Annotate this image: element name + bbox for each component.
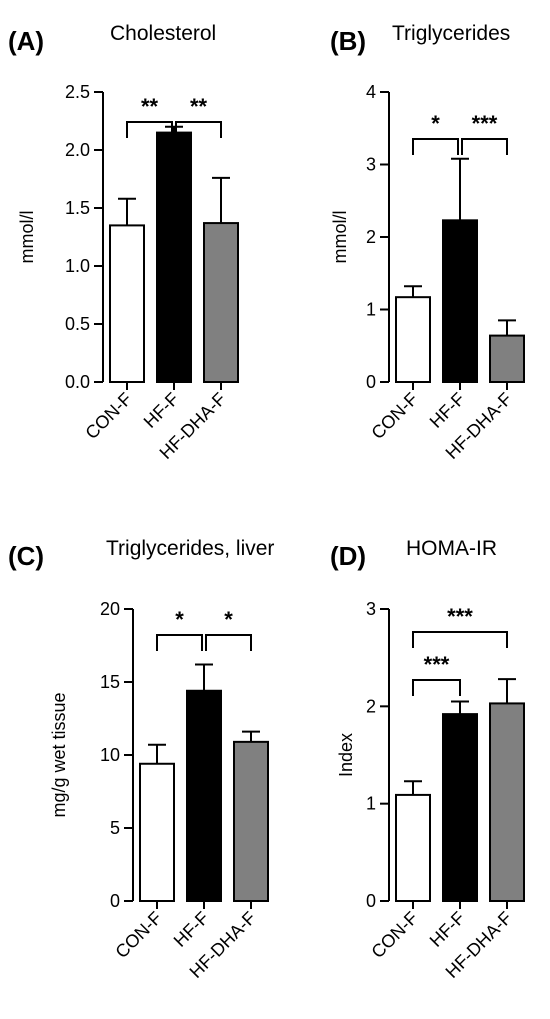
panel-letter: (D)	[330, 541, 366, 571]
y-tick-label: 2	[366, 696, 376, 716]
x-tick-label: CON-F	[367, 908, 421, 962]
y-axis-label: mg/g wet tissue	[49, 692, 69, 817]
x-tick-label: HF-F	[170, 908, 213, 951]
y-tick-label: 0.5	[65, 314, 90, 334]
bar-hf-dha-f	[489, 702, 525, 902]
y-tick-label: 1	[366, 300, 376, 320]
y-tick-label: 10	[100, 745, 120, 765]
chart-title: HOMA-IR	[406, 537, 497, 560]
bar-hf-f	[442, 713, 478, 902]
y-tick-label: 0.0	[65, 372, 90, 392]
chart-panel-1: (A) Cholesterol 0.0 0.5 1.0 1.5 2.0 2.5 mmol/l CO…	[8, 22, 239, 463]
significance-label: **	[190, 94, 208, 119]
significance-label: *	[431, 111, 440, 136]
y-tick-label: 3	[366, 155, 376, 175]
chart-title: Cholesterol	[110, 22, 216, 45]
significance-label: *	[224, 607, 233, 632]
y-tick-label: 2.0	[65, 140, 90, 160]
y-tick-label: 0	[110, 891, 120, 911]
chart-title: Triglycerides, liver	[106, 537, 274, 560]
significance-label: **	[141, 94, 159, 119]
x-tick-label: CON-F	[111, 908, 165, 962]
x-tick-label: HF-F	[426, 389, 469, 432]
significance-label: ***	[447, 604, 473, 629]
panel-letter: (C)	[8, 541, 44, 571]
x-tick-label: CON-F	[367, 389, 421, 443]
y-tick-label: 3	[366, 599, 376, 619]
bar-hf-f	[156, 131, 192, 383]
bar-con-f	[395, 793, 431, 903]
chart-title: Triglycerides	[392, 22, 510, 45]
panel-letter: (B)	[330, 26, 366, 56]
x-tick-label: CON-F	[81, 389, 135, 443]
significance-bracket	[156, 634, 203, 651]
y-tick-label: 15	[100, 672, 120, 692]
significance-label: ***	[472, 111, 498, 136]
y-tick-label: 2	[366, 227, 376, 247]
y-axis-label: mmol/l	[17, 211, 37, 264]
significance-bracket	[412, 679, 461, 696]
y-tick-label: 0	[366, 891, 376, 911]
bar-hf-dha-f	[489, 334, 525, 384]
significance-bracket	[126, 121, 173, 138]
significance-bracket	[412, 138, 459, 155]
x-tick-label: HF-F	[426, 908, 469, 951]
y-axis-label: Index	[336, 733, 356, 777]
y-tick-label: 1	[366, 794, 376, 814]
significance-label: ***	[424, 652, 450, 677]
bar-hf-dha-f	[233, 740, 269, 902]
significance-label: *	[175, 607, 184, 632]
bar-hf-dha-f	[203, 222, 239, 383]
significance-bracket	[205, 634, 252, 651]
bar-hf-f	[186, 689, 222, 903]
y-tick-label: 1.0	[65, 256, 90, 276]
y-tick-label: 2.5	[65, 82, 90, 102]
bar-con-f	[395, 296, 431, 383]
chart-panel-3: (C) Triglycerides, liver 0 5 10 15 20 mg/g wet …	[8, 537, 274, 982]
y-tick-label: 4	[366, 82, 376, 102]
significance-bracket	[461, 138, 508, 155]
y-tick-label: 1.5	[65, 198, 90, 218]
bar-con-f	[139, 762, 175, 903]
bar-hf-f	[442, 219, 478, 383]
panel-letter: (A)	[8, 26, 44, 56]
y-axis-label: mmol/l	[330, 211, 350, 264]
significance-bracket	[412, 631, 508, 648]
y-tick-label: 20	[100, 599, 120, 619]
y-tick-label: 5	[110, 818, 120, 838]
x-tick-label: HF-F	[140, 389, 183, 432]
bar-con-f	[109, 224, 145, 383]
significance-bracket	[175, 121, 222, 138]
y-tick-label: 0	[366, 372, 376, 392]
